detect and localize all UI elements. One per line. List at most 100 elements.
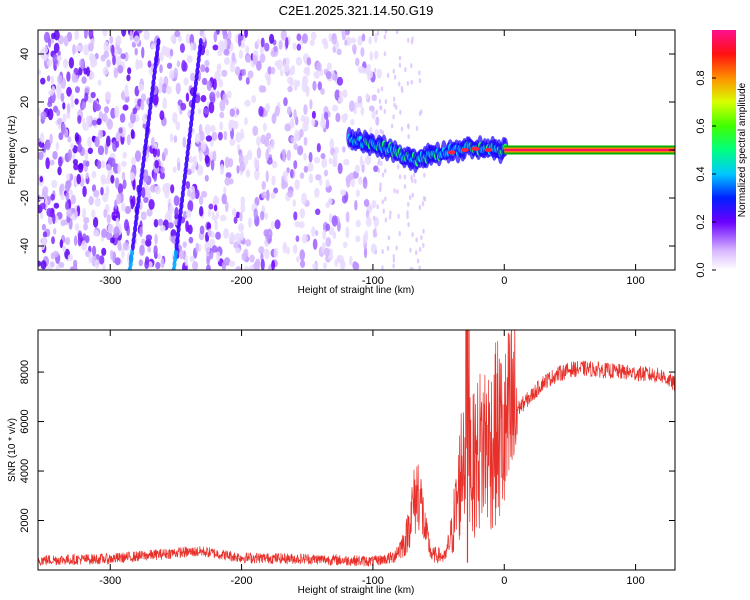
spectrogram-noise-cell — [62, 113, 67, 124]
spectrogram-noise-cell — [354, 57, 360, 67]
spectrogram-noise-cell — [56, 92, 62, 100]
spectrogram-noise-cell — [85, 172, 89, 180]
spectrogram-noise-cell — [160, 166, 165, 174]
spectrogram-noise-cell — [332, 231, 337, 240]
snr-panel: -300 -200 -100 0 100 2000 4000 6000 8000 Height… — [7, 329, 676, 596]
spectrogram-noise-cell — [132, 179, 136, 191]
spectrogram-noise-cell — [205, 264, 211, 270]
spectrogram-noise-cell — [312, 263, 317, 270]
spectrogram-noise-cell — [376, 204, 379, 210]
spectrogram-noise-cell — [398, 230, 401, 236]
spectrogram-noise-cell — [94, 197, 101, 207]
spectrogram-noise-cell — [325, 223, 331, 232]
spectrogram-noise-cell — [144, 259, 149, 270]
spectrogram-noise-cell — [362, 233, 367, 245]
spectrogram-noise-cell — [357, 65, 365, 74]
spectrogram-noise-cell — [39, 202, 46, 210]
spectrogram-noise-cell — [73, 163, 79, 171]
spectrogram-noise-cell — [264, 212, 269, 220]
spectrogram-noise-cell — [248, 264, 256, 270]
spectrogram-noise-cell — [200, 64, 206, 73]
spectrogram-noise-cell — [147, 246, 152, 253]
spectrogram-noise-cell — [343, 158, 350, 166]
spectrogram-noise-cell — [185, 33, 191, 44]
spectrogram-noise-cell — [221, 193, 227, 205]
spectrogram-noise-cell — [331, 32, 338, 45]
spectrogram-noise-cell — [203, 108, 210, 115]
spectrogram-noise-cell — [337, 162, 343, 175]
spectrogram-noise-cell — [384, 99, 388, 105]
spectrogram-noise-cell — [274, 219, 281, 230]
spectrogram-noise-cell — [323, 41, 329, 50]
spectrogram-noise-cell — [265, 148, 270, 161]
spectrogram-noise-cell — [408, 195, 412, 201]
snr-x-tick-label: -300 — [99, 575, 121, 587]
spectrogram-noise-cell — [219, 99, 226, 112]
spectrogram-noise-cell — [223, 186, 227, 195]
spectrogram-noise-cell — [82, 122, 90, 131]
spectrogram-noise-cell — [423, 172, 426, 178]
spectrogram-noise-cell — [240, 128, 244, 137]
spectrogram-noise-cell — [157, 218, 164, 226]
snr-y-tick-label: 4000 — [19, 459, 31, 483]
spectrogram-noise-cell — [406, 213, 409, 219]
spectrogram-noise-cell — [350, 37, 357, 44]
spectrogram-noise-cell — [201, 77, 208, 86]
spectrogram-noise-cell — [141, 46, 145, 59]
spectrogram-noise-cell — [392, 254, 395, 260]
spectrogram-noise-cell — [143, 169, 149, 180]
spectrogram-noise-cell — [290, 136, 294, 143]
spectrogram-noise-cell — [52, 150, 58, 160]
spectrogram-noise-cell — [91, 245, 97, 257]
spectrogram-noise-cell — [110, 174, 115, 184]
spectrogram-noise-cell — [225, 201, 229, 213]
spectrogram-noise-cell — [185, 181, 191, 190]
spectrogram-noise-cell — [384, 196, 387, 202]
spectrogram-noise-cell — [316, 143, 321, 153]
spectrogram-noise-cell — [315, 230, 319, 237]
spectrogram-noise-cell — [101, 228, 108, 238]
spectrogram-noise-cell — [255, 160, 259, 169]
spectrogram-noise-cell — [63, 35, 69, 47]
spectrogram-noise-cell — [143, 30, 150, 41]
spectrogram-noise-cell — [102, 262, 106, 270]
spectrogram-noise-cell — [328, 157, 333, 165]
spectrogram-noise-cell — [100, 186, 104, 196]
spectrogram-noise-cell — [418, 111, 422, 117]
spectrogram-noise-cell — [146, 208, 153, 217]
spectrogram-noise-cell — [199, 206, 204, 217]
spectrogram-y-tick-label: 20 — [19, 96, 31, 108]
spectrogram-noise-cell — [258, 246, 265, 255]
spectrogram-noise-cell — [159, 171, 165, 180]
spectrogram-noise-cell — [344, 39, 348, 46]
spectrogram-noise-cell — [290, 117, 295, 128]
spectrogram-noise-cell — [136, 30, 143, 34]
spectrogram-noise-cell — [223, 48, 230, 56]
spectrogram-noise-cell — [216, 30, 220, 35]
colorbar-tick-label: 0.6 — [695, 118, 707, 133]
spectrogram-noise-cell — [358, 176, 363, 185]
spectrogram-noise-cell — [218, 40, 225, 52]
spectrogram-noise-cell — [329, 138, 335, 151]
spectrogram-noise-cell — [78, 162, 84, 170]
spectrogram-noise-cell — [233, 241, 240, 249]
spectrogram-noise-cell — [83, 44, 90, 56]
spectrogram-noise-cell — [209, 91, 216, 102]
spectrogram-noise-cell — [239, 211, 243, 222]
spectrogram-noise-cell — [91, 184, 97, 192]
spectrogram-noise-cell — [345, 226, 350, 239]
spectrogram-noise-cell — [414, 178, 417, 184]
spectrogram-noise-cell — [296, 43, 302, 51]
spectrogram-noise-cell — [52, 53, 59, 66]
spectrogram-noise-cell — [210, 159, 215, 171]
spectrogram-noise-cell — [308, 151, 313, 163]
spectrogram-noise-cell — [363, 67, 370, 75]
snr-x-tick-label: -200 — [231, 575, 253, 587]
spectrogram-noise-cell — [376, 30, 380, 36]
spectrogram-noise-cell — [374, 249, 378, 255]
carrier-band-core — [504, 148, 675, 152]
spectrogram-noise-cell — [57, 166, 62, 176]
spectrogram-noise-cell — [229, 232, 236, 244]
spectrogram-noise-cell — [219, 111, 225, 119]
spectrogram-noise-cell — [97, 129, 104, 139]
